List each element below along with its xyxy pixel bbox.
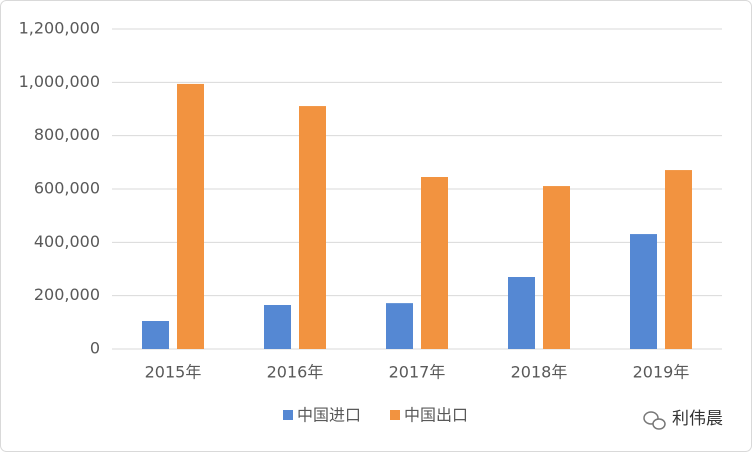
y-tick-label: 1,000,000 — [19, 72, 100, 91]
legend-label: 中国出口 — [404, 406, 468, 425]
bar — [508, 277, 535, 349]
x-tick-label: 2016年 — [267, 363, 324, 382]
bar — [299, 106, 326, 349]
y-tick-label: 400,000 — [34, 232, 100, 251]
x-tick-label: 2015年 — [145, 363, 202, 382]
watermark-icon — [643, 411, 666, 430]
bar — [421, 177, 448, 349]
bar — [665, 170, 692, 349]
y-tick-label: 800,000 — [34, 125, 100, 144]
bar — [264, 305, 291, 349]
y-tick-label: 600,000 — [34, 179, 100, 198]
bar — [386, 303, 413, 349]
legend-swatch — [390, 410, 400, 420]
y-tick-label: 1,200,000 — [19, 19, 100, 38]
bar — [543, 186, 570, 349]
bar — [177, 83, 204, 349]
bar — [630, 234, 657, 349]
x-tick-label: 2017年 — [389, 363, 446, 382]
x-tick-label: 2019年 — [633, 363, 690, 382]
watermark: 利伟晨 — [672, 409, 723, 429]
y-tick-label: 0 — [90, 339, 100, 358]
x-tick-label: 2018年 — [511, 363, 568, 382]
legend-label: 中国进口 — [297, 406, 361, 425]
bar — [142, 321, 169, 349]
legend-swatch — [283, 410, 293, 420]
y-tick-label: 200,000 — [34, 285, 100, 304]
